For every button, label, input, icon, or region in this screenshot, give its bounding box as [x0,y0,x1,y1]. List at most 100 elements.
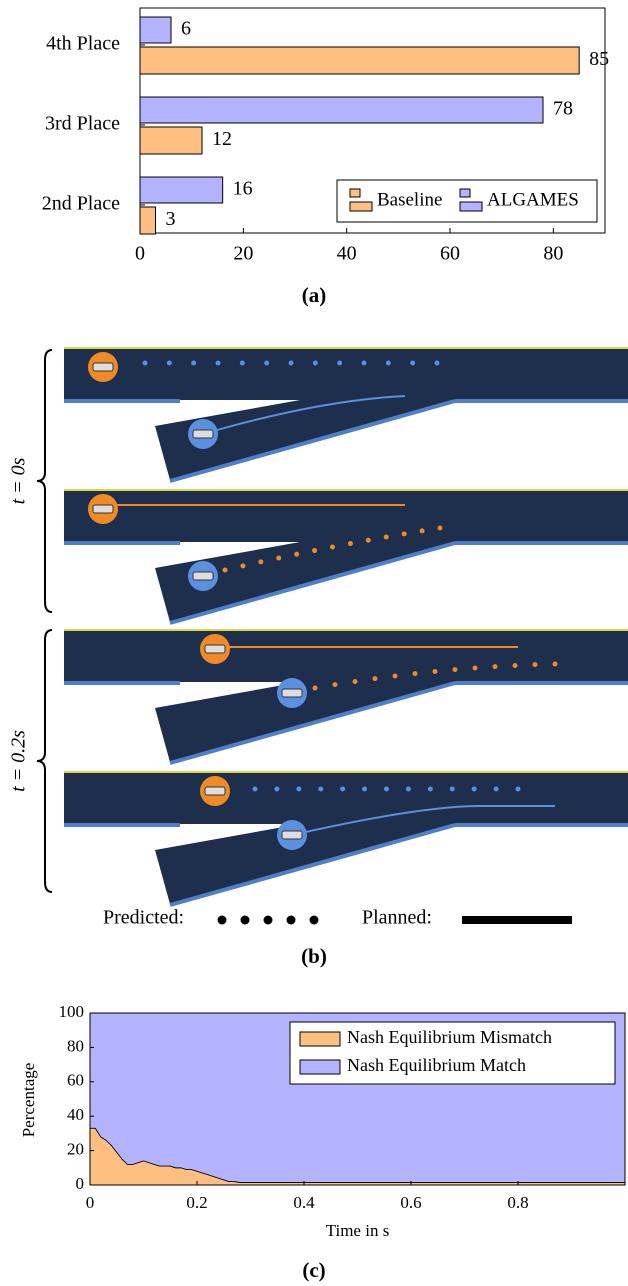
value-label: 3 [166,208,176,230]
predicted-dot [312,685,318,691]
predicted-dot [427,786,433,792]
predicted-dot [471,786,477,792]
x-tick-label: 0.8 [507,1193,528,1212]
predicted-dot [532,662,538,668]
car-body [192,571,214,581]
predicted-dot [405,786,411,792]
legend-dot [286,915,296,925]
y-tick-label: 20 [67,1140,84,1159]
legend-swatch [349,188,361,198]
legend-swatch [349,201,373,212]
value-label: 16 [233,178,253,200]
road-edge [169,399,456,483]
predicted-dot [191,360,197,366]
predicted-dot [337,360,343,366]
x-tick-label: 0 [86,1193,95,1212]
predicted-dot [142,360,148,366]
x-tick-label: 0 [135,243,145,265]
predicted-dot [166,360,172,366]
value-label: 12 [212,128,232,150]
time-label: t = 0.2s [8,730,30,792]
value-label: 85 [589,48,609,70]
legend-swatch [459,201,483,212]
predicted-dot [276,555,282,561]
value-label: 78 [553,98,573,120]
predicted-dot [312,360,318,366]
predicted-dot [318,786,324,792]
y-tick-label: 4th Place [46,33,120,55]
legend-dot [217,915,227,925]
predicted-dot [492,664,498,670]
predicted-dot [274,786,280,792]
road-edge [169,823,456,907]
x-tick-label: 20 [233,243,253,265]
x-tick-label: 0.2 [186,1193,207,1212]
x-tick-label: 80 [543,243,563,265]
bar [139,176,224,204]
x-tick-label: 0.6 [400,1193,421,1212]
legend-line [462,916,572,924]
x-axis-label: Time in s [326,1221,390,1240]
predicted-dot [264,360,270,366]
y-tick-label: 0 [76,1174,85,1193]
road-edge [169,681,456,765]
predicted-dot [352,679,358,684]
y-tick-label: 100 [59,1002,85,1021]
legend-box [336,179,598,223]
predicted-dot [296,786,302,792]
legend-label: Nash Equilibrium Mismatch [347,1027,552,1047]
caption: (b) [301,944,327,968]
predicted-dot [361,360,367,366]
predicted-dot [365,537,371,543]
time-label: t = 0s [8,457,30,504]
legend-dot [240,915,250,925]
predicted-dot [288,360,294,366]
legend-dot [309,915,319,925]
y-tick-label: 80 [67,1036,84,1055]
road [64,348,628,400]
predicted-dot [372,676,378,682]
car-body [204,786,226,796]
predicted-dot [493,786,499,792]
predicted-dot [239,360,245,366]
predicted-dot [340,786,346,792]
predicted-dot [330,544,335,550]
predicted-dot [401,531,407,537]
brace [36,349,53,613]
predicted-dot [515,786,521,792]
predicted-dot [419,528,425,534]
legend-box [289,1021,616,1085]
bar [139,126,203,155]
car-body [281,688,303,698]
predicted-dot [332,682,338,688]
y-tick-label: 40 [67,1105,84,1124]
predicted-dot [449,786,455,792]
legend-label: Nash Equilibrium Match [347,1055,526,1075]
predicted-dot [347,541,353,547]
road [64,630,628,682]
y-axis-label: Percentage [19,1063,38,1138]
legend-swatch [459,188,471,198]
predicted-dot [552,661,558,667]
scenes [64,347,628,907]
car-body [192,429,214,439]
legend-predicted: Predicted: [103,907,184,929]
legend-planned: Planned: [362,907,432,929]
bar [139,46,580,75]
predicted-dot [294,551,300,557]
legend-swatch [299,1031,341,1047]
predicted-dot [215,360,221,366]
predicted-dot [312,548,318,554]
predicted-dot [434,360,440,366]
predicted-dot [452,667,458,673]
y-tick-label: 2nd Place [42,193,120,215]
caption: (a) [302,283,327,307]
predicted-dot [437,525,443,531]
predicted-dot [258,559,264,565]
planned-path [202,395,406,435]
car-body [204,644,226,654]
x-tick-label: 0.4 [293,1193,315,1212]
road [64,490,628,542]
